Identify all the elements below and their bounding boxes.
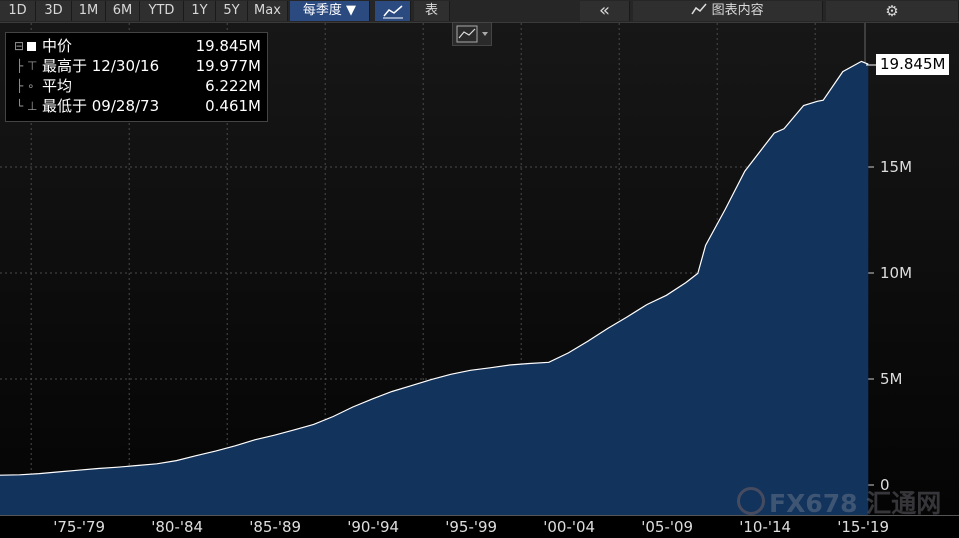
- legend-low-label: 最低于 09/28/73: [42, 97, 160, 115]
- legend-row-high: ├ ⊤ 最高于 12/30/16 19.977M: [6, 56, 269, 76]
- legend-avg-value: 6.222M: [205, 77, 261, 95]
- period-button-1d[interactable]: 1D: [0, 1, 36, 21]
- period-button-5y[interactable]: 5Y: [216, 1, 248, 21]
- last-value-badge: 19.845M: [876, 54, 950, 75]
- average-marker-icon: ├ ∘: [16, 79, 35, 93]
- x-tick-label: '15-'19: [837, 518, 890, 536]
- x-tick-label: '75-'79: [53, 518, 106, 536]
- x-tick-label: '10-'14: [739, 518, 792, 536]
- x-tick-label: '90-'94: [347, 518, 400, 536]
- y-tick-label: 0: [880, 476, 890, 494]
- watermark-text: FX678 汇通网: [769, 489, 942, 518]
- line-chart-icon: [382, 5, 403, 19]
- back-button[interactable]: «: [580, 1, 630, 21]
- low-marker-icon: └ ⊥: [16, 99, 38, 113]
- legend-high-value: 19.977M: [195, 57, 261, 75]
- x-tick-label: '95-'99: [445, 518, 498, 536]
- legend-avg-label: 平均: [42, 77, 73, 95]
- x-tick-label: '85-'89: [249, 518, 302, 536]
- chart-type-selector[interactable]: [452, 22, 492, 46]
- legend-high-label: 最高于 12/30/16: [42, 57, 160, 75]
- legend-mid-value: 19.845M: [195, 37, 261, 55]
- double-chevron-left-icon: «: [598, 0, 610, 21]
- line-chart-button[interactable]: [375, 1, 411, 21]
- legend-row-avg: ├ ∘ 平均 6.222M: [6, 76, 269, 96]
- chart-content-label: 图表内容: [711, 3, 764, 18]
- watermark-logo-icon: [737, 487, 765, 515]
- period-button-max[interactable]: Max: [248, 1, 288, 21]
- series-area: [0, 61, 869, 516]
- period-button-1m[interactable]: 1M: [72, 1, 106, 21]
- table-button[interactable]: 表: [414, 1, 450, 21]
- series-swatch: [27, 42, 36, 51]
- x-tick-label: '00-'04: [543, 518, 596, 536]
- legend-low-value: 0.461M: [205, 97, 261, 115]
- chart-content-button[interactable]: 图表内容: [633, 1, 823, 21]
- x-tick-label: '05-'09: [641, 518, 694, 536]
- period-button-ytd[interactable]: YTD: [140, 1, 184, 21]
- period-button-3d[interactable]: 3D: [36, 1, 72, 21]
- gear-icon: ⚙: [885, 2, 899, 20]
- y-tick-label: 15M: [880, 158, 913, 176]
- y-tick-label: 5M: [880, 370, 903, 388]
- legend-mid-label: 中价: [42, 37, 73, 55]
- settings-button[interactable]: ⚙: [826, 1, 959, 21]
- legend-row-mid[interactable]: ⊟ 中价 19.845M: [6, 36, 269, 56]
- watermark: FX678 汇通网: [737, 484, 941, 518]
- toolbar: 1D 3D 1M 6M YTD 1Y 5Y Max 每季度 ▼ 表 « 图表内容…: [0, 0, 959, 23]
- chart-content-icon: [691, 3, 707, 15]
- frequency-dropdown[interactable]: 每季度 ▼: [290, 1, 370, 21]
- line-chart-icon: [456, 25, 488, 43]
- y-tick-label: 10M: [880, 264, 913, 282]
- period-button-6m[interactable]: 6M: [106, 1, 140, 21]
- legend: ⊟ 中价 19.845M ├ ⊤ 最高于 12/30/16 19.977M ├ …: [5, 32, 268, 122]
- period-button-1y[interactable]: 1Y: [184, 1, 216, 21]
- x-axis: '75-'79 '80-'84 '85-'89 '90-'94 '95-'99 '00-'…: [0, 515, 959, 538]
- x-tick-label: '80-'84: [151, 518, 204, 536]
- series-line: [0, 60, 869, 476]
- collapse-icon[interactable]: ⊟: [14, 39, 25, 53]
- legend-row-low: └ ⊥ 最低于 09/28/73 0.461M: [6, 96, 269, 116]
- high-marker-icon: ├ ⊤: [16, 59, 38, 73]
